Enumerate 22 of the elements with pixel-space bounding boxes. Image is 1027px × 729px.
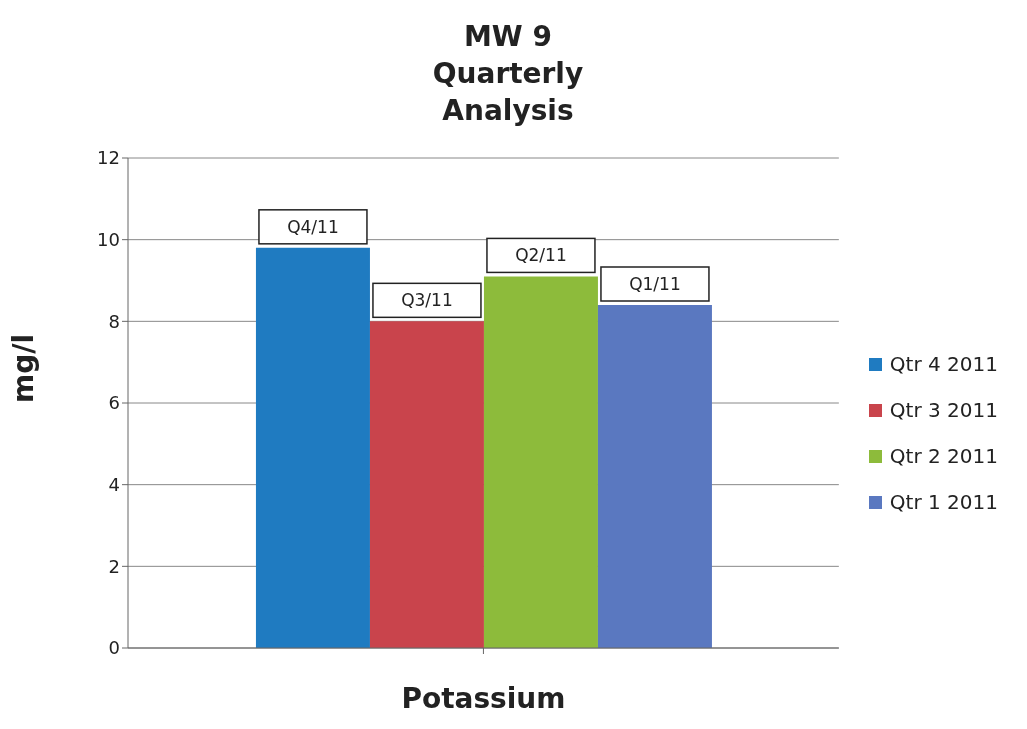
data-label: Q1/11 xyxy=(629,274,681,294)
y-tick-label: 10 xyxy=(97,229,120,251)
legend-label: Qtr 1 2011 xyxy=(889,489,998,516)
label-frame: Q3/11 xyxy=(372,282,482,319)
y-tick-label: 4 xyxy=(108,474,120,496)
y-tick-label: 2 xyxy=(108,555,120,577)
y-tick-label: 6 xyxy=(108,392,120,414)
legend-label: Qtr 4 2011 xyxy=(889,351,998,378)
label-frame: Q2/11 xyxy=(486,237,596,274)
x-axis-title: Potassium xyxy=(401,682,566,715)
legend-label: Qtr 3 2011 xyxy=(889,397,998,424)
y-tick-label: 0 xyxy=(108,637,120,659)
chart-title: MW 9 Quarterly Analysis xyxy=(431,19,585,129)
y-axis-title: mg/l xyxy=(6,333,40,403)
label-frame: Q4/11 xyxy=(258,209,368,245)
y-tick-label: 12 xyxy=(97,147,120,169)
y-tick-label: 8 xyxy=(108,310,120,332)
data-label: Q4/11 xyxy=(287,216,339,237)
label-frame: Q1/11 xyxy=(600,266,710,302)
data-label: Q2/11 xyxy=(515,245,567,266)
data-label: Q3/11 xyxy=(401,290,453,311)
legend-label: Qtr 2 2011 xyxy=(889,443,998,470)
